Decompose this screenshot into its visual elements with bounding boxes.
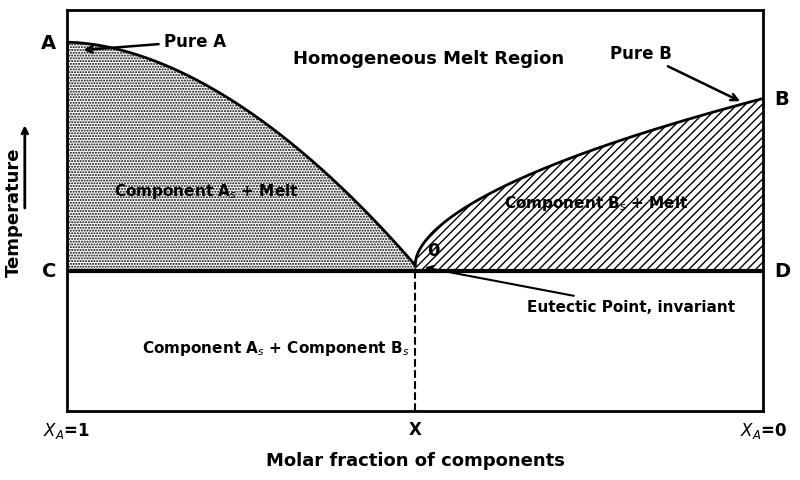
Text: A: A	[41, 34, 56, 53]
Text: Homogeneous Melt Region: Homogeneous Melt Region	[294, 50, 565, 68]
Text: Temperature: Temperature	[6, 147, 23, 276]
Text: Component A$_s$ + Component B$_s$: Component A$_s$ + Component B$_s$	[142, 338, 410, 357]
Text: Eutectic Point, invariant: Eutectic Point, invariant	[427, 266, 734, 314]
Polygon shape	[415, 99, 763, 271]
Text: Component B$_s$ + Melt: Component B$_s$ + Melt	[504, 194, 689, 213]
Text: 0: 0	[427, 241, 440, 259]
Text: D: D	[774, 262, 790, 281]
Text: C: C	[42, 262, 56, 281]
Text: Pure B: Pure B	[610, 45, 738, 101]
Polygon shape	[66, 43, 415, 271]
Text: Pure A: Pure A	[86, 33, 226, 53]
Text: Component A$_s$ + Melt: Component A$_s$ + Melt	[114, 182, 298, 201]
X-axis label: Molar fraction of components: Molar fraction of components	[266, 451, 565, 469]
Text: B: B	[774, 90, 789, 108]
